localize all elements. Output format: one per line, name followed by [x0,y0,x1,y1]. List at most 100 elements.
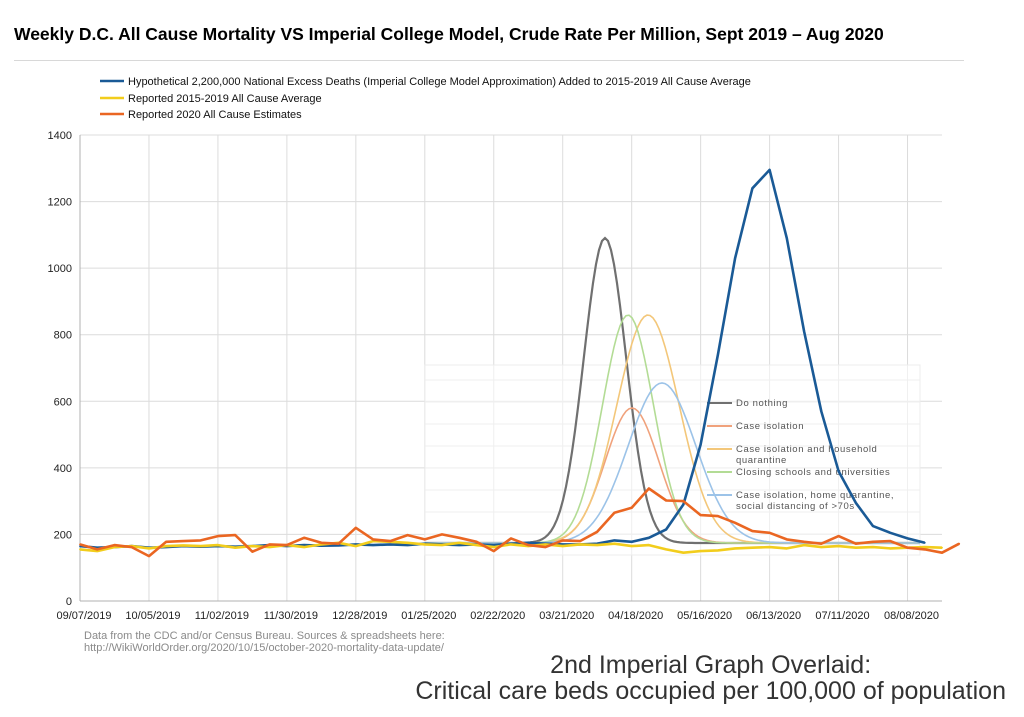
x-tick-label: 11/02/2019 [195,610,249,622]
chart-axes: 0 200 400 600 800 1000 1200 1400 09/07/2019 10/05… [48,130,942,622]
y-tick-label: 200 [54,529,72,541]
series-3-point [251,550,254,553]
series-2-point [803,544,805,546]
series-3-point [492,550,495,552]
series-1-point [923,541,926,544]
overlay-caption-line1: 2nd Imperial Graph Overlaid: [550,651,872,679]
series-2-point [751,546,754,549]
series-1-point [303,544,305,546]
series-1-point [406,544,409,546]
series-3-point [820,542,823,545]
y-tick-label: 600 [54,396,72,408]
title-divider [14,60,964,61]
series-3-point [199,539,202,542]
x-tick-label: 05/16/2020 [677,610,732,622]
chart-series [79,168,961,558]
series-3-point [665,499,668,502]
series-2-point [148,547,150,550]
source-footnote-line1: Data from the CDC and/or Census Bureau. … [84,630,445,642]
series-1-point [872,525,874,527]
series-2-point [734,547,736,550]
series-2-point [923,546,926,548]
series-2-point [458,541,461,544]
series-2-point [423,543,426,546]
overlay-caption: 2nd Imperial Graph Overlaid: Critical ca… [415,652,1006,704]
series-2-point [682,551,685,554]
series-3-point [717,515,719,517]
overlay-legend-label: Case isolation [736,421,804,432]
series-2-point [492,546,495,548]
series-2-point [768,546,771,548]
series-3-point [613,511,616,514]
series-1-point [803,330,805,333]
legend-label-1: Hypothetical 2,200,000 National Excess D… [128,76,751,88]
series-2-point [596,544,599,546]
series-1-point [458,544,461,546]
series-2-point [96,550,99,552]
series-3-point [423,538,426,541]
series-2-point [544,543,547,546]
series-3-point [354,526,357,529]
series-1-point [820,410,823,413]
series-3-point [130,546,133,548]
y-tick-label: 800 [54,330,72,342]
series-2-point [79,548,81,551]
series-1-point [854,501,857,504]
series-2-point [854,546,857,549]
series-1-point [630,540,633,543]
series-1-point [665,528,668,531]
series-1-point [906,537,909,540]
series-3-point [906,546,909,549]
series-3-point [389,540,392,542]
series-3-point [527,544,530,546]
series-3-point [268,543,271,546]
series-3-point [96,548,99,551]
series-2-point [303,546,305,548]
series-1-point [389,543,392,546]
series-2-point [165,545,168,547]
series-3-point [372,538,374,541]
series-3-point [785,538,788,541]
series-3-point [751,530,754,532]
series-3-point [441,533,443,536]
series-3-point [148,555,150,557]
series-3-point [803,540,805,543]
series-1-point [717,353,719,356]
series-3-point [682,500,685,502]
series-3-point [630,506,633,509]
series-2-point [717,549,719,552]
series-1-point [734,257,736,260]
series-1-point [768,169,771,171]
series-3-point [579,540,581,542]
series-2-point [268,546,271,548]
series-2-point [406,541,409,544]
series-3-point [182,540,185,542]
series-3-point [958,542,961,545]
chart-title: Weekly D.C. All Cause Mortality VS Imper… [14,24,884,44]
series-2-point [199,545,202,547]
x-tick-label: 11/30/2019 [264,610,318,622]
series-1-point [837,470,840,473]
source-footnote-link[interactable]: http://WikiWorldOrder.org/2020/10/15/oct… [84,642,444,654]
series-3-point [734,521,736,524]
series-1-point [751,187,754,190]
x-tick-label: 08/08/2020 [884,610,939,622]
series-3-point [561,539,564,542]
source-footnote: Data from the CDC and/or Census Bureau. … [84,630,445,654]
overlay-legend-label: Case isolation and household quarantine [736,444,877,466]
overlay-legend-label: Closing schools and universities [736,467,890,478]
x-tick-label: 03/21/2020 [539,610,594,622]
overlay-legend-label: Do nothing [736,398,788,409]
series-2-point [699,550,702,552]
series-2-point [579,543,581,546]
series-2-point [561,545,564,547]
imperial-overlay-inset: Do nothing Case isolation Case isolation a… [424,236,921,556]
series-2-point [113,546,116,548]
series-3-point [648,487,650,490]
x-tick-label: 12/28/2019 [332,610,387,622]
x-tick-label: 01/25/2020 [401,610,456,622]
x-tick-label: 04/18/2020 [608,610,663,622]
series-3-point [217,535,219,537]
series-3-point [941,551,943,554]
